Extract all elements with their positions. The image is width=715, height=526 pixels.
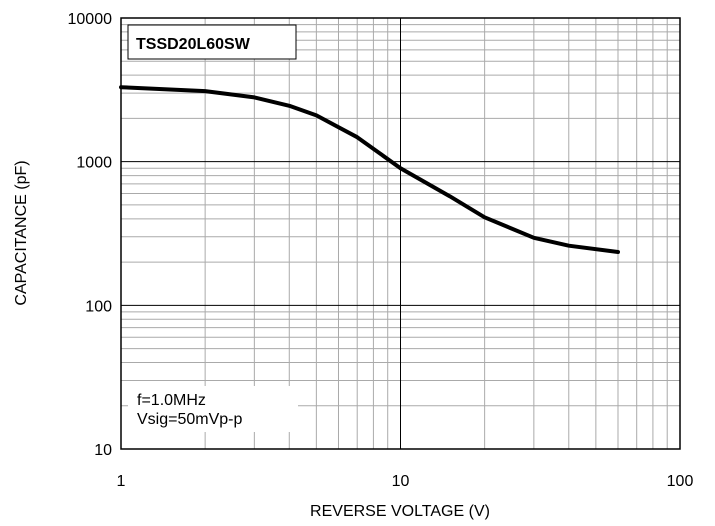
plot-frame: [120, 17, 681, 450]
y-tick-label: 1000: [76, 155, 112, 172]
y-tick-label: 100: [85, 298, 112, 315]
y-tick-label: 10000: [68, 11, 113, 28]
y-axis-label: CAPACITANCE (pF): [13, 160, 30, 305]
x-tick-label: 10: [392, 473, 410, 490]
x-tick-label: 1: [117, 473, 126, 490]
x-tick-label: 100: [667, 473, 694, 490]
y-tick-label: 10: [94, 442, 112, 459]
note-box: [128, 386, 298, 432]
annotation: f=1.0MHz: [137, 392, 206, 409]
x-axis-label: REVERSE VOLTAGE (V): [310, 503, 490, 520]
label-box: [127, 24, 297, 60]
annotation: TSSD20L60SW: [136, 36, 251, 53]
data-line: [119, 85, 620, 254]
annotation: Vsig=50mVp-p: [137, 411, 242, 428]
